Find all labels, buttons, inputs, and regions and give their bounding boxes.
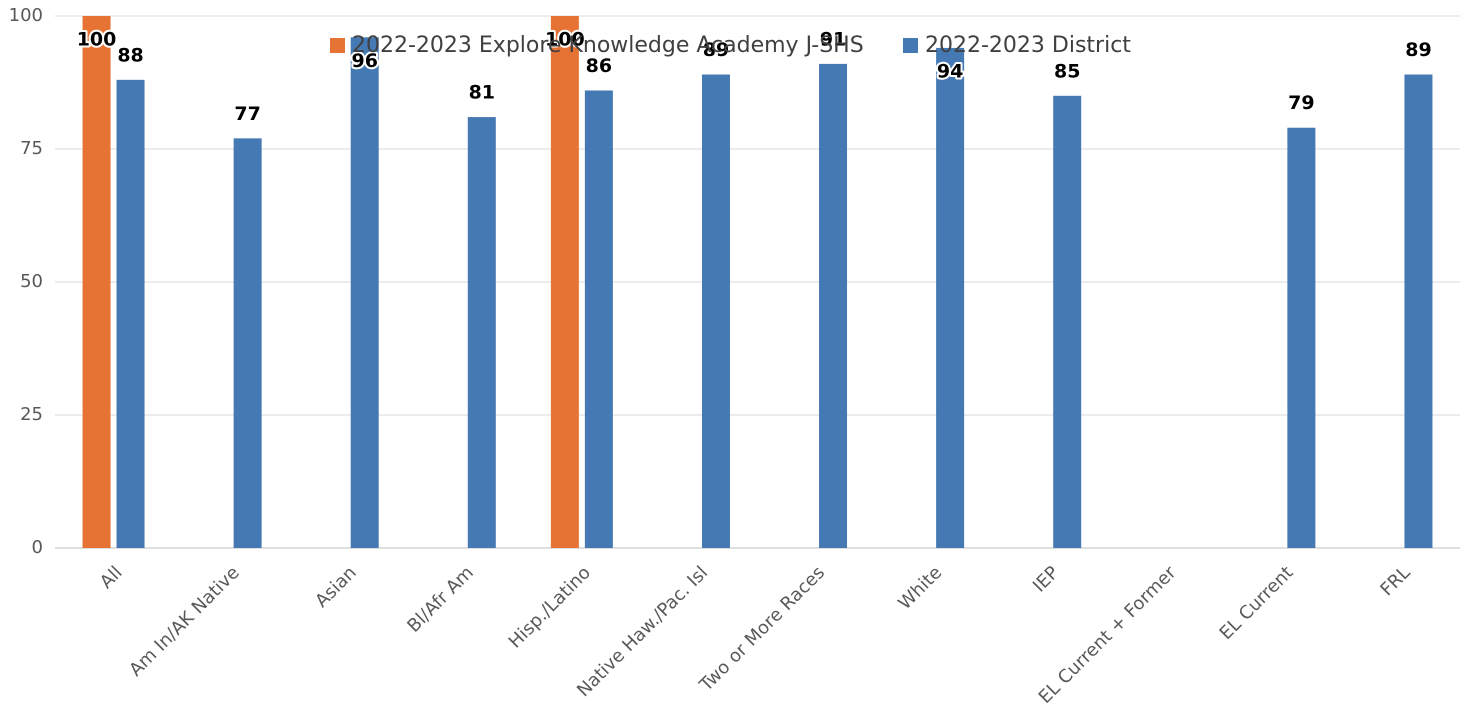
x-tick-label: EL Current	[1216, 562, 1298, 644]
bar	[1053, 95, 1082, 549]
bar	[1404, 74, 1433, 549]
x-tick-label: All	[96, 562, 127, 593]
data-label: 77	[234, 103, 260, 125]
bar	[350, 37, 379, 548]
x-tick-label: Native Haw./Pac. Isl	[573, 562, 712, 701]
data-label: 96	[351, 50, 377, 72]
data-label: 88	[117, 44, 143, 66]
data-label: 86	[586, 55, 612, 77]
data-label: 91	[820, 28, 846, 50]
data-label: 100	[545, 29, 585, 51]
x-tick-label: IEP	[1029, 562, 1063, 596]
x-tick-label: Hisp./Latino	[505, 562, 595, 652]
bar	[550, 16, 579, 548]
y-tick-label: 25	[20, 404, 43, 425]
bar	[1287, 127, 1316, 548]
data-label: 89	[1405, 39, 1431, 61]
y-tick-label: 100	[9, 5, 43, 26]
legend-swatch	[330, 38, 345, 53]
data-label: 85	[1054, 60, 1080, 82]
data-label: 89	[703, 39, 729, 61]
legend-label: 2022-2023 District	[925, 33, 1131, 58]
y-tick-label: 75	[20, 138, 43, 159]
x-tick-label: Asian	[311, 562, 361, 612]
data-label: 94	[937, 60, 963, 82]
y-tick-label: 50	[20, 271, 43, 292]
data-label: 81	[469, 82, 495, 104]
data-label: 100	[77, 29, 117, 51]
legend-swatch	[903, 38, 918, 53]
bar	[233, 138, 262, 549]
bar	[467, 117, 496, 548]
bar	[936, 47, 965, 549]
bar	[819, 63, 848, 548]
x-tick-label: Bl/Afr Am	[403, 562, 478, 637]
x-tick-label: FRL	[1376, 562, 1414, 600]
y-tick-label: 0	[32, 537, 43, 558]
legend-label: 2022-2023 Explore Knowledge Academy J-SH…	[352, 33, 864, 58]
x-tick-label: Am In/AK Native	[125, 562, 243, 680]
x-tick-label: Two or More Races	[695, 562, 829, 696]
x-tick-label: White	[894, 562, 946, 614]
data-label: 79	[1288, 92, 1314, 114]
bar	[82, 16, 111, 548]
bar	[584, 90, 613, 548]
bar	[116, 79, 145, 548]
bar	[701, 74, 730, 549]
